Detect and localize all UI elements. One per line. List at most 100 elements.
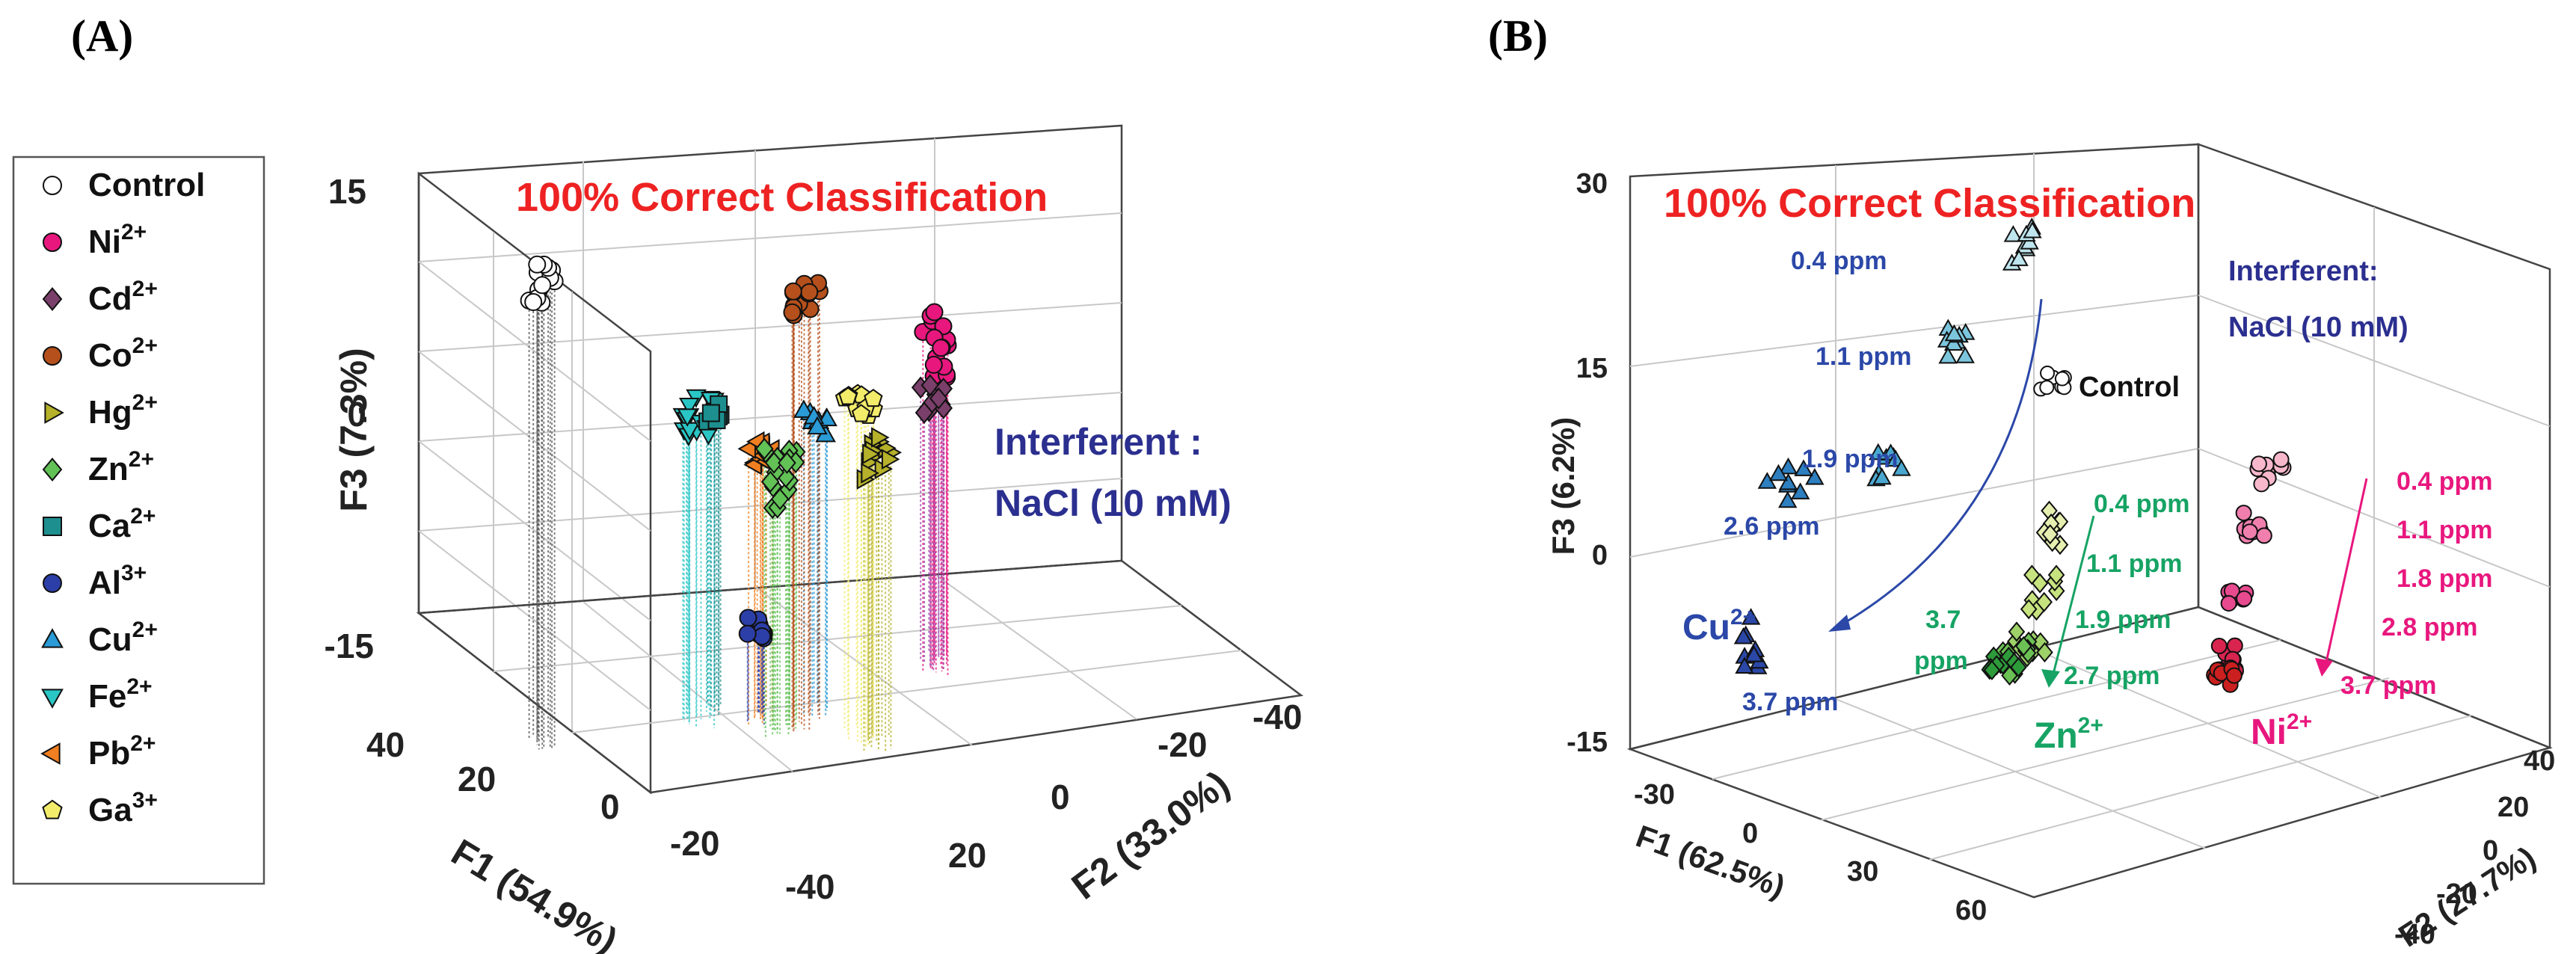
legend-label: Al3+ <box>88 561 147 601</box>
data-point <box>2041 524 2059 545</box>
ni-conc-2: 1.8 ppm <box>2397 564 2492 593</box>
ni-ion-label: Ni2+ <box>2251 710 2312 752</box>
data-point <box>2035 591 2053 612</box>
chart-b-x-label: F1 (62.5%) <box>1632 818 1789 904</box>
legend-item: Ca2+ <box>43 504 156 544</box>
cluster-Control <box>520 255 564 312</box>
data-point <box>1892 459 1911 476</box>
chart-b-control-label: Control <box>2079 372 2180 403</box>
legend-item: Control <box>43 167 205 203</box>
data-point <box>2047 564 2065 585</box>
data-point <box>2031 573 2049 594</box>
data-point <box>677 408 698 427</box>
legend-label: Control <box>88 167 205 203</box>
chart-b-ni-labels: 0.4 ppm 1.1 ppm 1.8 ppm 2.8 ppm 3.7 ppm … <box>2251 467 2492 752</box>
data-point <box>2253 476 2270 493</box>
chart-a-title: 100% Correct Classification <box>516 175 1048 220</box>
cluster-cu <box>1733 218 2042 674</box>
zn-conc-5: 2.7 ppm <box>2064 662 2160 690</box>
cluster-Cd2plus <box>911 374 953 424</box>
legend-marker-diamond <box>42 458 63 481</box>
zn-arrow <box>2051 515 2095 677</box>
legend-label: Zn2+ <box>88 447 154 487</box>
data-point <box>862 443 881 465</box>
data-point <box>1778 473 1798 490</box>
data-point <box>2008 621 2026 642</box>
chart-a-xtick-20: 20 <box>458 760 496 798</box>
zn-conc-4: ppm <box>1914 647 1968 675</box>
data-point <box>1735 656 1754 674</box>
legend-marker-circle <box>43 573 62 593</box>
legend-item: Cd2+ <box>42 277 158 317</box>
chart-a-xtick-neg20: -20 <box>670 824 719 863</box>
legend-label: Ga3+ <box>88 788 158 828</box>
legend-item: Zn2+ <box>42 447 154 487</box>
data-point <box>753 627 772 646</box>
cluster-Ca2plus <box>698 395 730 431</box>
chart-b-xtick-neg30: -30 <box>1634 779 1675 810</box>
data-point <box>2272 451 2290 468</box>
chart-b-ytick-20: 20 <box>2497 792 2529 823</box>
data-point <box>778 452 796 474</box>
data-point <box>784 282 802 301</box>
chart-a-ytick-0: 0 <box>1051 778 1070 816</box>
zn-conc-1: 1.1 ppm <box>2086 550 2182 578</box>
cu-conc-4: 3.7 ppm <box>1742 688 1838 716</box>
chart-b-y-label: F2 (27.7%) <box>2392 840 2542 954</box>
legend: Control Ni2+ Cd2+ Co2+ Hg2+ Zn2+ Ca2+ Al3+ Cu2+ F… <box>12 156 265 885</box>
data-point <box>679 397 700 416</box>
chart-b-ztick-0: 0 <box>1592 540 1608 571</box>
data-point <box>1869 443 1888 461</box>
cluster-Cu2plus <box>793 399 837 443</box>
legend-item: Fe2+ <box>41 674 153 715</box>
ni-conc-3: 2.8 ppm <box>2382 613 2477 641</box>
legend-marker-circle <box>43 346 62 366</box>
chart-b-ztick-30: 30 <box>1576 168 1608 200</box>
chart-b-floor <box>1626 606 2553 899</box>
data-point <box>807 416 828 435</box>
chart-b-interferent-line2: NaCl (10 mM) <box>2228 312 2409 343</box>
cluster-zn <box>1981 500 2069 686</box>
data-point <box>760 470 780 493</box>
data-point <box>764 452 784 474</box>
data-point <box>2241 523 2258 541</box>
chart-b-ytick-neg20: -20 <box>2436 878 2477 910</box>
data-point <box>2236 590 2253 607</box>
data-point <box>2210 638 2228 655</box>
data-point <box>739 609 757 627</box>
legend-marker-square <box>43 517 62 536</box>
data-point <box>2225 667 2243 684</box>
data-point <box>1944 324 1964 342</box>
zn-ion-label: Zn2+ <box>2034 713 2103 756</box>
data-point <box>925 303 944 321</box>
legend-marker-triangle-right <box>44 401 64 424</box>
data-point <box>1733 627 1753 644</box>
chart-a-xtick-neg40: -40 <box>785 867 834 906</box>
chart-b-ztick-neg15: -15 <box>1567 727 1608 758</box>
legend-label: Cd2+ <box>88 277 158 317</box>
data-point <box>881 449 900 470</box>
data-point <box>800 283 819 301</box>
legend-item: Ga3+ <box>42 788 158 828</box>
chart-b-arrows <box>1828 298 2368 688</box>
data-point <box>1938 346 1958 364</box>
data-point <box>1741 608 1761 625</box>
chart-b-ztick-15: 15 <box>1576 353 1608 384</box>
chart-b-title: 100% Correct Classification <box>1664 181 2195 226</box>
chart-b-ytick-0: 0 <box>2483 835 2498 867</box>
data-point <box>2250 455 2267 473</box>
data-point <box>2036 641 2053 663</box>
zn-conc-0: 0.4 ppm <box>2094 490 2189 518</box>
legend-item: Ni2+ <box>43 220 147 260</box>
data-point <box>861 462 879 484</box>
cu-conc-3: 2.6 ppm <box>1724 512 1819 541</box>
cluster-Hg2plus <box>856 427 903 490</box>
legend-marker-pentagon <box>42 799 63 819</box>
data-point <box>2054 371 2070 387</box>
chart-b-cu-labels: 0.4 ppm 1.1 ppm 1.9 ppm 2.6 ppm 3.7 ppm … <box>1682 247 1911 716</box>
legend-item: Pb2+ <box>40 731 156 772</box>
data-point <box>1872 467 1892 485</box>
data-point <box>783 303 802 321</box>
legend-label: Cu2+ <box>88 618 158 658</box>
data-point <box>2235 505 2252 522</box>
